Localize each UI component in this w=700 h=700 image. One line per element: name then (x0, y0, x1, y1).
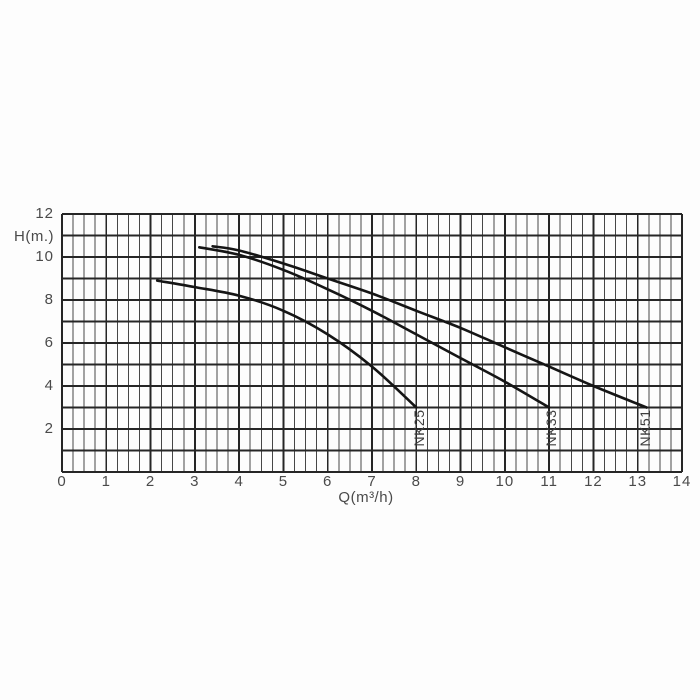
curve-nk51 (211, 245, 648, 409)
x-tick-label: 5 (278, 473, 289, 490)
x-tick-label: 14 (672, 473, 692, 490)
x-tick-label: 1 (101, 473, 111, 490)
x-tick-label: 13 (628, 473, 648, 490)
x-tick-label: 0 (57, 473, 67, 490)
x-tick-label: 6 (323, 473, 333, 490)
curve-nk33 (198, 246, 551, 409)
y-tick-label: 4 (44, 377, 54, 394)
y-tick-label: 6 (44, 334, 54, 351)
x-axis-label: Q(m³/h) (338, 489, 394, 506)
x-tick-label: 12 (584, 473, 603, 490)
pump-curves (155, 245, 648, 409)
curve-label-nk25: NK25 (410, 409, 427, 447)
x-tick-label: 7 (367, 473, 377, 490)
curve-label-nk33: NK33 (543, 409, 560, 447)
x-tick-label: 3 (190, 473, 200, 490)
x-tick-label: 4 (234, 473, 244, 490)
curve-label-nk51: NK51 (637, 409, 654, 447)
x-tick-label: 11 (540, 473, 558, 490)
curve-nk25 (155, 279, 418, 409)
y-tick-label: 2 (44, 420, 54, 437)
y-tick-label: 8 (44, 291, 54, 308)
x-tick-label: 2 (145, 473, 156, 490)
x-tick-label: 10 (495, 473, 515, 490)
y-tick-label: 12 (35, 205, 54, 222)
y-tick-label: 10 (35, 248, 54, 265)
x-tick-label: 9 (455, 473, 466, 490)
gridlines (61, 213, 683, 473)
x-tick-label: 8 (411, 473, 421, 490)
y-axis-label: H(m.) (14, 228, 54, 245)
